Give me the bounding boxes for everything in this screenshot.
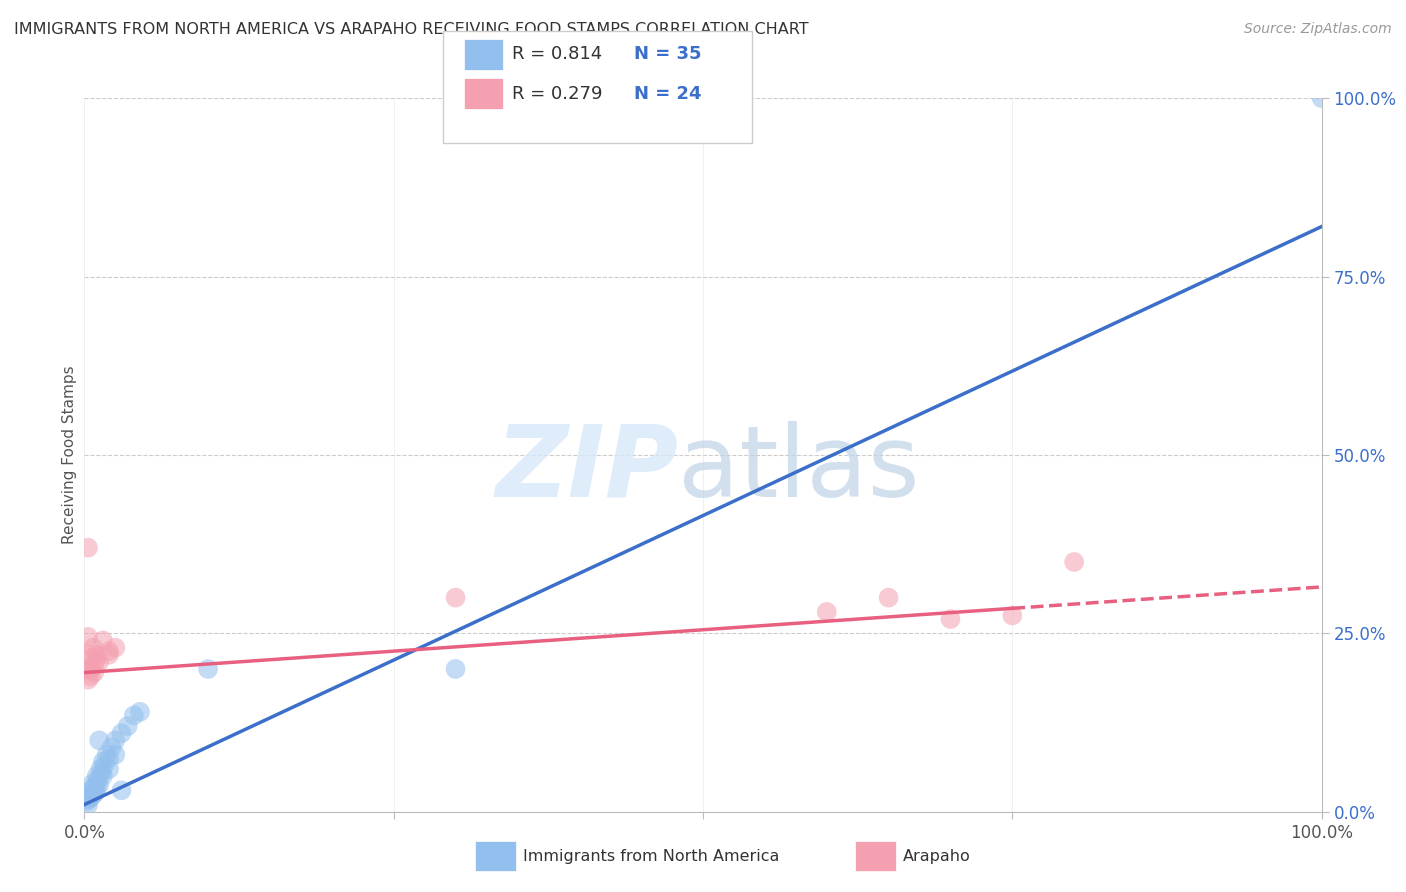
- Point: [444, 662, 467, 676]
- Point: [110, 726, 132, 740]
- Point: [1001, 608, 1024, 623]
- Point: [815, 605, 838, 619]
- Text: IMMIGRANTS FROM NORTH AMERICA VS ARAPAHO RECEIVING FOOD STAMPS CORRELATION CHART: IMMIGRANTS FROM NORTH AMERICA VS ARAPAHO…: [14, 22, 808, 37]
- Point: [939, 612, 962, 626]
- Point: [77, 630, 100, 644]
- Point: [86, 769, 108, 783]
- Point: [98, 762, 121, 776]
- Point: [104, 733, 127, 747]
- Point: [79, 783, 101, 797]
- Point: [89, 655, 111, 669]
- Point: [79, 792, 101, 806]
- Point: [197, 662, 219, 676]
- Point: [86, 780, 108, 794]
- Point: [84, 785, 107, 799]
- Point: [79, 648, 101, 662]
- Point: [83, 665, 105, 680]
- Point: [91, 755, 114, 769]
- Point: [104, 640, 127, 655]
- Point: [83, 780, 105, 794]
- Point: [98, 644, 121, 658]
- Point: [91, 769, 114, 783]
- Point: [86, 651, 108, 665]
- Text: N = 35: N = 35: [634, 45, 702, 63]
- Point: [1063, 555, 1085, 569]
- Text: atlas: atlas: [678, 421, 920, 517]
- Text: R = 0.814: R = 0.814: [512, 45, 602, 63]
- Point: [89, 778, 111, 792]
- Text: Immigrants from North America: Immigrants from North America: [523, 849, 779, 863]
- Point: [444, 591, 467, 605]
- Point: [110, 783, 132, 797]
- Text: N = 24: N = 24: [634, 85, 702, 103]
- Point: [79, 790, 101, 805]
- Point: [89, 762, 111, 776]
- Point: [80, 651, 103, 665]
- Point: [83, 787, 105, 801]
- Point: [877, 591, 900, 605]
- Point: [90, 765, 112, 780]
- Point: [96, 747, 118, 762]
- Point: [76, 662, 98, 676]
- Point: [93, 758, 115, 772]
- Point: [77, 797, 100, 812]
- Text: R = 0.279: R = 0.279: [512, 85, 602, 103]
- Point: [87, 772, 110, 787]
- Point: [129, 705, 152, 719]
- Point: [104, 747, 127, 762]
- Point: [1310, 91, 1333, 105]
- Point: [98, 648, 121, 662]
- Point: [98, 751, 121, 765]
- Point: [82, 640, 104, 655]
- Point: [77, 790, 100, 805]
- Point: [100, 740, 122, 755]
- Point: [79, 669, 101, 683]
- Point: [79, 662, 101, 676]
- Point: [77, 673, 100, 687]
- Text: ZIP: ZIP: [495, 421, 678, 517]
- Point: [122, 708, 145, 723]
- Text: Source: ZipAtlas.com: Source: ZipAtlas.com: [1244, 22, 1392, 37]
- Point: [76, 794, 98, 808]
- Point: [77, 541, 100, 555]
- Point: [80, 787, 103, 801]
- Point: [91, 633, 114, 648]
- Y-axis label: Receiving Food Stamps: Receiving Food Stamps: [62, 366, 77, 544]
- Point: [86, 648, 108, 662]
- Point: [89, 733, 111, 747]
- Point: [83, 658, 105, 673]
- Point: [82, 776, 104, 790]
- Point: [117, 719, 139, 733]
- Text: Arapaho: Arapaho: [903, 849, 970, 863]
